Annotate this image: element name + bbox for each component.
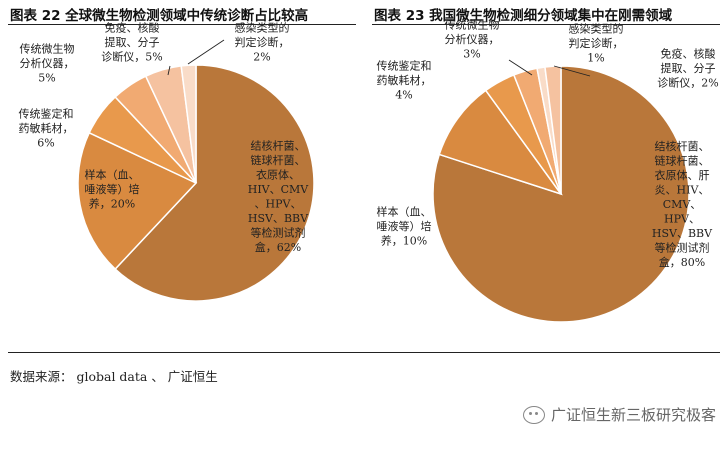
slice-label-3: 传统鉴定和药敏耗材， 4%: [377, 59, 432, 102]
slice-label-2: 样本（血、唾液等）培养，10%: [377, 205, 432, 248]
watermark-text: 广证恒生新三板研究极客: [550, 406, 716, 424]
source-note: 数据来源： global data 、 广证恒生: [10, 369, 218, 384]
watermark: 广证恒生新三板研究极客: [522, 404, 716, 425]
leader-line-4: [508, 59, 533, 76]
leader-line-6: [187, 39, 225, 65]
slice-label-1: 结核杆菌、链球杆菌、衣原体、肝炎、HIV、 CMV、 HPV、 HSV、BBV 等检测试…: [652, 139, 713, 269]
slice-label-4: 传统微生物分析仪器， 5%: [20, 42, 75, 85]
pie-slice-2: [438, 89, 563, 196]
slice-label-3: 传统鉴定和药敏耗材， 6%: [19, 107, 74, 150]
right-chart-panel: 图表 23 我国微生物检测细分领域集中在刚需领域 结核杆菌、链球杆菌、衣原体、肝…: [364, 0, 728, 352]
slice-label-6: 感染类型的判定诊断， 2%: [235, 21, 290, 64]
slice-label-1: 结核杆菌、链球杆菌、衣原体、 HIV、CMV 、HPV、 HSV、BBV 等检测试剂盒，…: [248, 138, 310, 254]
bottom-rule: [8, 352, 720, 353]
slice-label-5: 感染类型的判定诊断， 1%: [569, 22, 624, 65]
left-top-rule: [8, 24, 356, 25]
pie-slice-6: [544, 65, 562, 195]
slice-label-2: 样本（血、唾液等）培养，20%: [85, 168, 140, 211]
pie-slice-6: [180, 64, 197, 184]
right-pie-chart: 结核杆菌、链球杆菌、衣原体、肝炎、HIV、 CMV、 HPV、 HSV、BBV 等检测试…: [377, 18, 719, 323]
slice-label-4: 传统微生物分析仪器， 3%: [445, 18, 500, 61]
leader-line-5: [167, 65, 171, 76]
pie-slice-2: [77, 131, 198, 271]
right-chart-title: 图表 23 我国微生物检测细分领域集中在刚需领域: [374, 8, 673, 24]
leader-line-5: [553, 65, 591, 77]
slice-label-5: 免疫、核酸提取、分子诊断仪，5%: [101, 21, 162, 64]
left-pie-chart: 结核杆菌、链球杆菌、衣原体、 HIV、CMV 、HPV、 HSV、BBV 等检测试剂盒，…: [19, 21, 315, 302]
left-chart-panel: 图表 22 全球微生物检测领域中传统诊断占比较高 结核杆菌、链球杆菌、衣原体、 H…: [0, 0, 364, 352]
wechat-icon: [522, 405, 545, 424]
slice-label-6: 免疫、核酸提取、分子诊断仪，2%: [657, 47, 718, 90]
pie-slice-1: [114, 64, 315, 302]
right-top-rule: [372, 24, 720, 25]
left-chart-title: 图表 22 全球微生物检测领域中传统诊断占比较高: [10, 8, 309, 24]
